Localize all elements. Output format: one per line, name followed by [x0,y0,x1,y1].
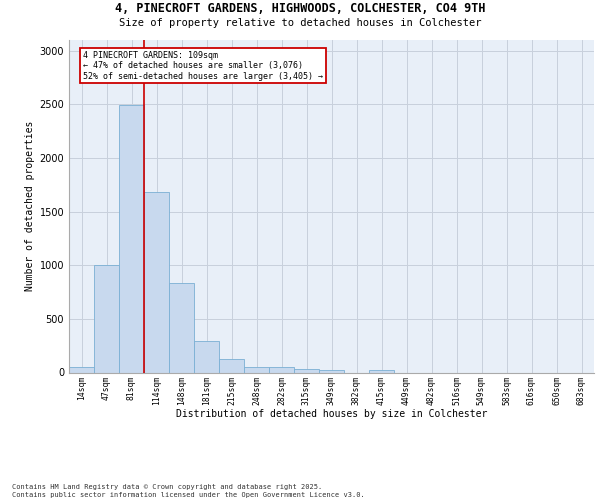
Bar [269,367,294,372]
X-axis label: Distribution of detached houses by size in Colchester: Distribution of detached houses by size … [176,408,487,418]
Bar [119,106,144,372]
Bar [69,367,94,372]
Bar [244,366,269,372]
Bar [194,341,219,372]
Bar [319,370,344,372]
Bar [219,359,244,372]
Bar [144,192,169,372]
Text: 4 PINECROFT GARDENS: 109sqm
← 47% of detached houses are smaller (3,076)
52% of : 4 PINECROFT GARDENS: 109sqm ← 47% of det… [83,50,323,80]
Bar [369,370,394,372]
Text: Contains HM Land Registry data © Crown copyright and database right 2025.
Contai: Contains HM Land Registry data © Crown c… [12,484,365,498]
Y-axis label: Number of detached properties: Number of detached properties [25,121,35,292]
Text: Size of property relative to detached houses in Colchester: Size of property relative to detached ho… [119,18,481,28]
Text: 4, PINECROFT GARDENS, HIGHWOODS, COLCHESTER, CO4 9TH: 4, PINECROFT GARDENS, HIGHWOODS, COLCHES… [115,2,485,16]
Bar [294,370,319,372]
Bar [94,264,119,372]
Bar [169,284,194,372]
